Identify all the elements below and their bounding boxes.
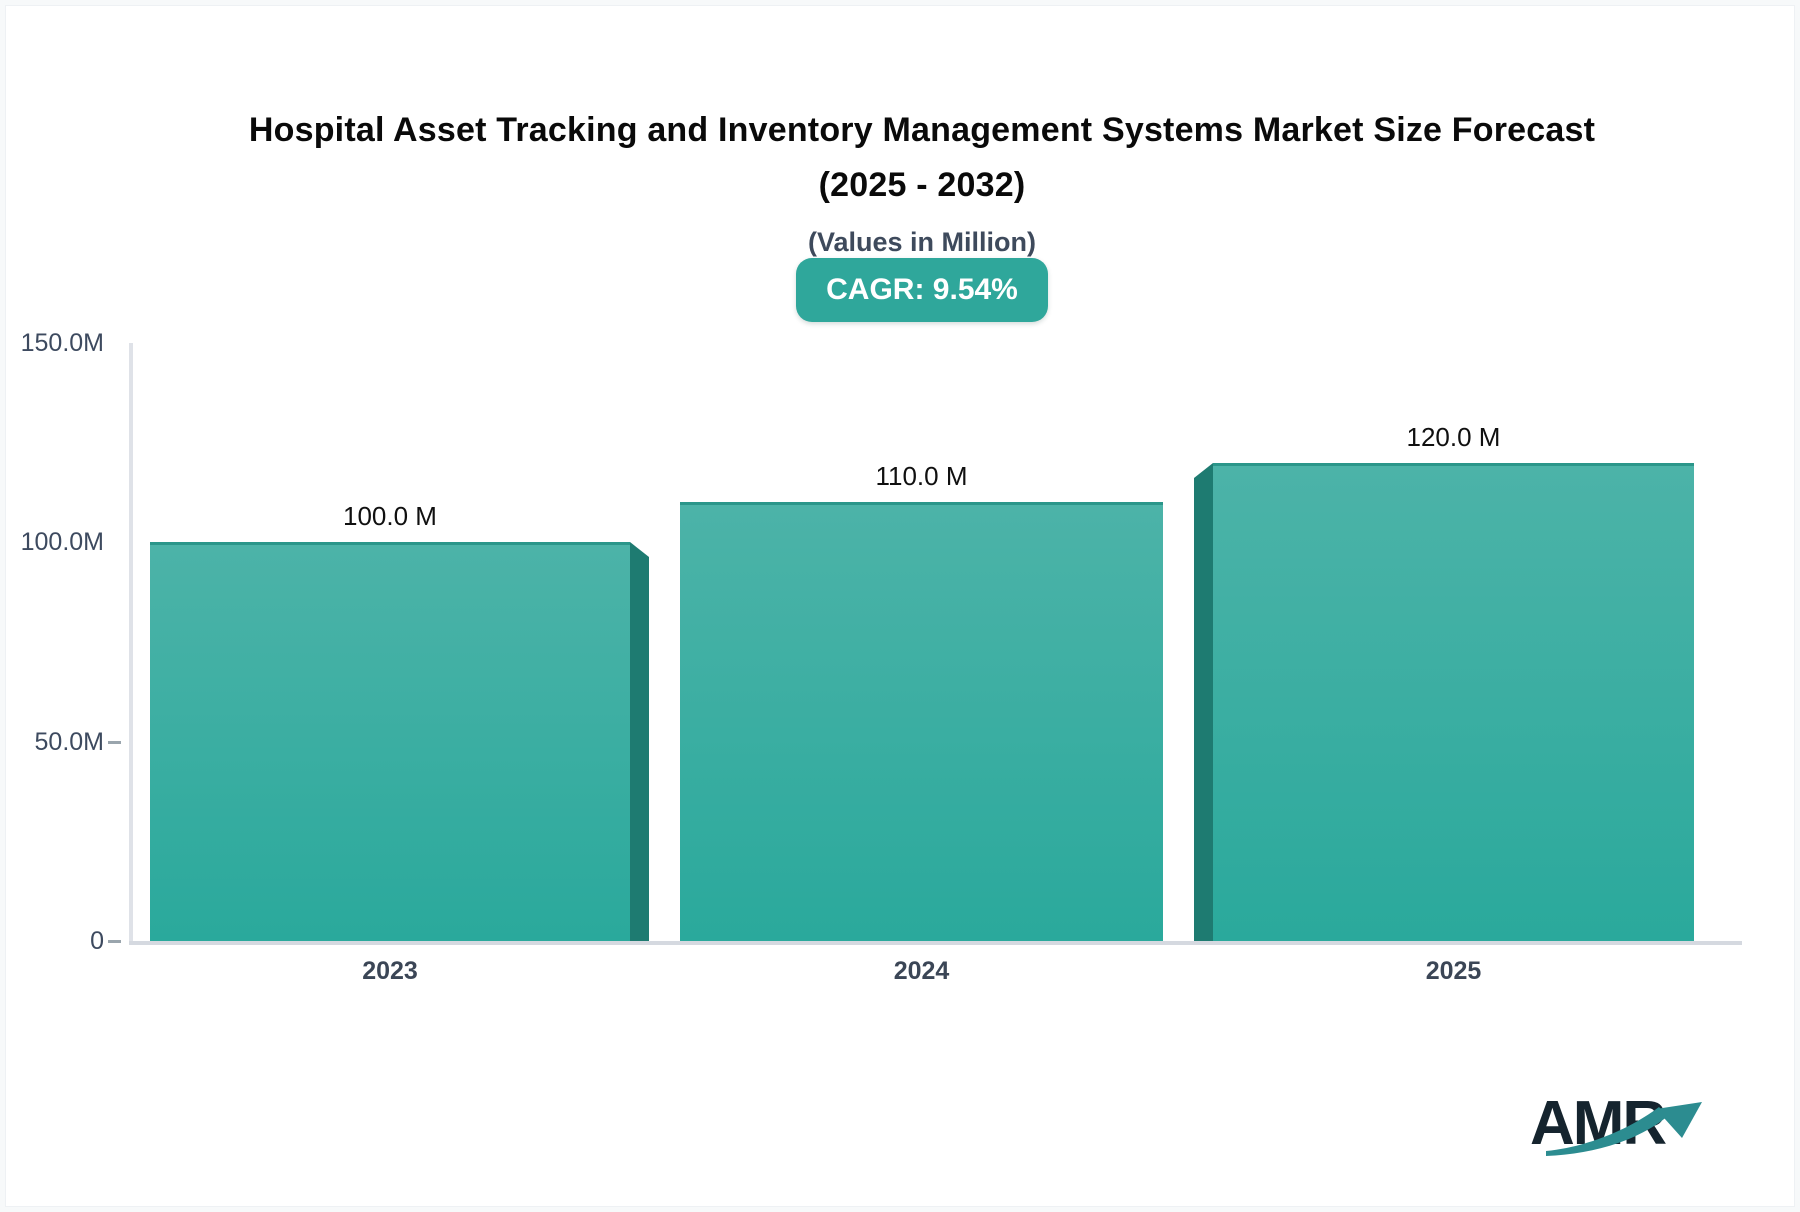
y-axis-line — [129, 343, 133, 943]
bar-2023 — [150, 542, 630, 941]
bar-value-label: 100.0 M — [343, 501, 437, 531]
amr-logo-arrow-icon — [1546, 1102, 1702, 1156]
bar-2025 — [1213, 463, 1694, 941]
page-title: Hospital Asset Tracking and Inventory Ma… — [44, 103, 1800, 213]
y-axis-tick-mark — [108, 741, 121, 744]
x-axis-label-2023: 2023 — [362, 957, 418, 985]
y-axis-tick-label: 150.0M — [20, 329, 104, 357]
y-axis-tick-label: 0 — [90, 927, 104, 955]
page-title-line2: (2025 - 2032) — [818, 166, 1026, 204]
cagr-badge-row: CAGR: 9.54% — [44, 258, 1800, 322]
y-axis-tick-label: 100.0M — [20, 528, 104, 556]
bar-value-label: 110.0 M — [875, 461, 968, 491]
x-axis-label-2025: 2025 — [1425, 957, 1482, 985]
x-axis-label-2024: 2024 — [893, 957, 950, 985]
y-axis-tick-mark — [108, 940, 121, 943]
x-axis-line — [129, 941, 1742, 945]
bar-value-label: 120.0 M — [1406, 422, 1501, 452]
y-axis-tick-label: 50.0M — [34, 728, 104, 756]
chart-subtitle: (Values in Million) — [807, 227, 1037, 257]
cagr-badge: CAGR: 9.54% — [796, 258, 1048, 322]
amr-logo: AMR — [1530, 1082, 1702, 1168]
page-title-line1: Hospital Asset Tracking and Inventory Ma… — [248, 111, 1596, 149]
bar-2024 — [680, 502, 1163, 941]
